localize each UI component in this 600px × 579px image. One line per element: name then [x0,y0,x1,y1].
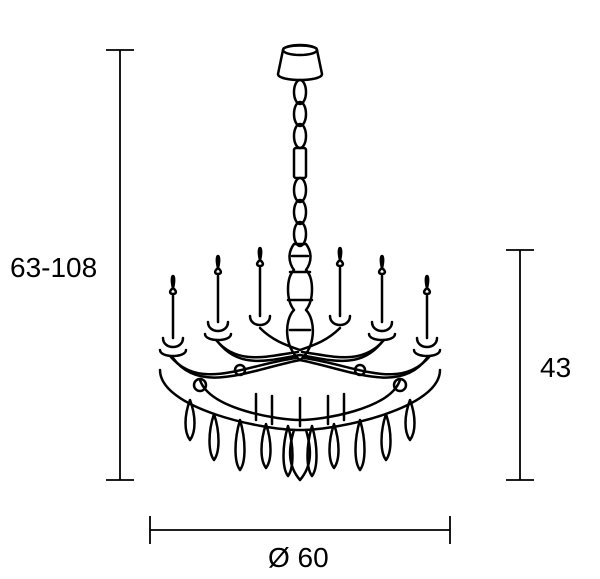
label-diameter: Ø 60 [268,542,329,574]
chain [294,80,306,246]
dimension-diagram [0,0,600,579]
label-body-height: 43 [540,352,571,384]
label-total-height: 63-108 [10,252,97,284]
chandelier-silhouette [160,45,440,480]
guides [106,50,534,544]
crystal-drops [186,394,415,476]
